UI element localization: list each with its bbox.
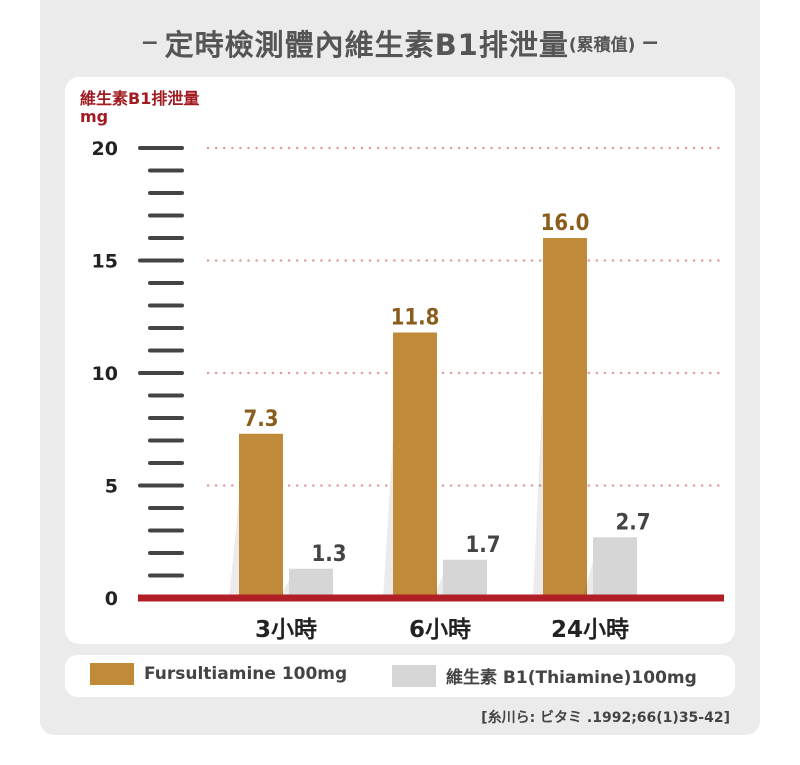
legend-item-fursultiamine: Fursultiamine 100mg [90,663,347,685]
bar-thiamine [289,568,333,598]
bar-fursultiamine [393,332,437,598]
data-label: 1.7 [465,533,500,558]
bar-shadow [383,438,393,598]
chart-title: − 定時檢測體內維生素B1排泄量(累積值) − [40,22,760,64]
x-tick-label: 6小時 [409,617,471,643]
data-label: 2.7 [615,510,650,535]
legend-item-thiamine: 維生素 B1(Thiamine)100mg [392,663,697,688]
bar-fursultiamine [239,433,283,598]
y-tick-label: 0 [105,588,118,610]
bar-shadow [583,561,593,598]
bar-thiamine [593,537,637,598]
bar-shadow [433,575,443,598]
legend-swatch-thiamine [392,664,436,687]
title-sub: (累積值) [568,35,636,56]
y-tick-label: 5 [105,476,118,498]
source-citation: [糸川ら: ビタミ .1992;66(1)35-42] [481,710,730,726]
bar-shadow [533,382,543,598]
title-main: 定時檢測體內維生素B1排泄量 [164,28,569,62]
legend-label-fursultiamine: Fursultiamine 100mg [144,664,348,684]
x-tick-label: 24小時 [551,617,629,643]
data-label: 7.3 [243,407,278,432]
title-dash-right: − [641,30,660,56]
data-label: 11.8 [391,306,440,331]
y-axis-title: 維生素B1排泄量 [80,89,200,108]
bar-shadow [229,499,239,598]
x-tick-label: 3小時 [255,617,317,643]
y-tick-label: 15 [92,251,118,273]
legend-swatch-fursultiamine [90,663,134,685]
data-label: 1.3 [311,542,346,567]
bar-thiamine [443,559,487,598]
bar-shadow [279,580,289,598]
legend-label-thiamine: 維生素 B1(Thiamine)100mg [446,668,697,688]
title-dash-left: − [140,30,159,56]
y-tick-label: 20 [92,138,118,160]
y-axis-unit: mg [80,107,109,126]
y-axis-label: 維生素B1排泄量 mg [80,90,199,126]
bar-fursultiamine [543,238,587,598]
y-tick-label: 10 [92,363,118,385]
data-label: 16.0 [541,211,590,236]
